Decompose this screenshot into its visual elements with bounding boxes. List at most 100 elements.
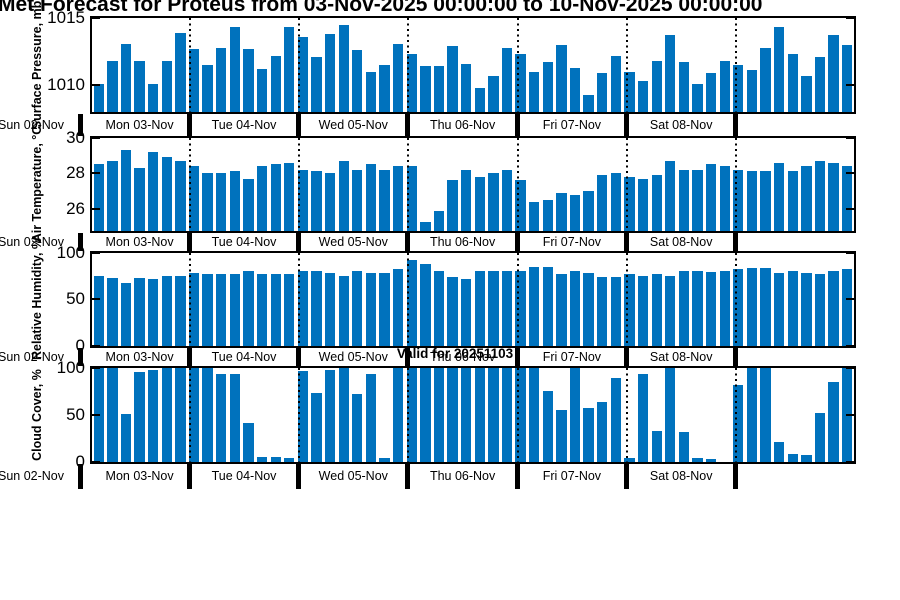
y-tick-mark — [92, 18, 100, 19]
bar — [161, 60, 172, 112]
y-tick-mark — [846, 344, 854, 346]
bar — [406, 259, 417, 346]
bar — [529, 71, 540, 112]
day-boundary-tick — [624, 347, 629, 366]
bar — [488, 367, 499, 462]
y-tick-mark — [92, 84, 100, 87]
day-separator-line — [516, 252, 519, 346]
bar — [297, 271, 309, 346]
bar — [773, 441, 785, 462]
bar — [202, 368, 213, 462]
bar — [93, 164, 104, 231]
bar — [637, 178, 649, 231]
day-separator-line — [516, 367, 519, 462]
day-boundary-tick — [733, 114, 739, 136]
day-separator-line — [298, 367, 301, 462]
day-separator-line — [735, 18, 738, 112]
y-tick-label: 0 — [75, 451, 85, 471]
bar — [379, 65, 390, 112]
bar — [134, 372, 145, 462]
bar — [569, 271, 581, 346]
bar — [256, 69, 268, 112]
bar — [814, 412, 826, 462]
bar — [461, 367, 472, 462]
bar — [216, 374, 227, 462]
bar — [529, 367, 540, 462]
day-boundary-tick — [186, 347, 192, 366]
bar — [447, 367, 458, 462]
bar — [284, 457, 295, 462]
bar — [773, 162, 785, 231]
bar — [284, 162, 295, 231]
bar — [311, 271, 322, 346]
day-label: Thu 06-Nov — [429, 234, 496, 249]
bar — [501, 367, 513, 462]
bar — [338, 275, 349, 346]
y-tick-mark — [92, 252, 100, 254]
day-label: Tue 04-Nov — [211, 234, 277, 249]
bar — [243, 271, 254, 346]
bar — [787, 271, 798, 346]
bar — [692, 169, 703, 231]
y-axis-label: Cloud Cover, % — [30, 368, 44, 461]
bar — [515, 271, 526, 346]
bar — [801, 272, 812, 346]
bar — [787, 171, 798, 231]
day-label: Sun 02-Nov — [0, 469, 65, 483]
bar — [760, 171, 771, 231]
bar — [229, 374, 241, 462]
day-separator-line — [188, 367, 191, 462]
bar — [188, 48, 200, 112]
bar — [202, 173, 213, 231]
bar — [284, 27, 295, 112]
bar — [297, 169, 309, 231]
bar — [488, 173, 499, 231]
bar — [420, 263, 431, 346]
day-separator-line — [407, 18, 410, 112]
day-separator-line — [516, 18, 519, 112]
day-boundary-tick — [296, 347, 302, 366]
day-boundary-tick — [733, 347, 739, 366]
bar — [175, 32, 186, 112]
bar — [556, 273, 567, 346]
day-separator-line — [626, 137, 628, 231]
bar — [120, 283, 132, 346]
day-separator-line — [298, 137, 301, 231]
day-separator-line — [188, 252, 191, 346]
day-separator-line — [188, 137, 191, 231]
bar — [175, 367, 186, 462]
day-boundary-tick — [624, 114, 629, 136]
bar — [801, 166, 812, 231]
bar — [692, 83, 703, 112]
y-tick-mark — [92, 344, 100, 346]
day-label: Mon 03-Nov — [105, 469, 174, 483]
y-tick-mark — [846, 460, 854, 462]
bar — [814, 273, 826, 346]
plot-area — [92, 18, 854, 112]
y-tick-mark — [92, 172, 100, 175]
bar — [352, 393, 363, 462]
bar — [229, 273, 241, 346]
bar — [392, 269, 404, 346]
bar — [379, 272, 390, 346]
bar — [134, 167, 145, 231]
day-boundary-tick — [296, 463, 302, 489]
bar — [651, 175, 662, 231]
y-tick-mark — [92, 367, 100, 369]
bar — [678, 432, 690, 462]
day-label: Fri 07-Nov — [542, 349, 602, 364]
day-boundary-tick — [186, 232, 192, 251]
bar — [814, 56, 826, 112]
bar — [488, 75, 499, 112]
day-label: Thu 06-Nov — [429, 469, 496, 483]
y-tick-mark — [92, 413, 100, 416]
bar — [828, 381, 839, 462]
bar — [828, 162, 839, 231]
bar — [556, 409, 567, 462]
bar — [379, 169, 390, 231]
y-tick-mark — [92, 460, 100, 462]
bar — [515, 54, 526, 112]
bar — [311, 392, 322, 462]
y-tick-label: 1010 — [47, 75, 85, 95]
